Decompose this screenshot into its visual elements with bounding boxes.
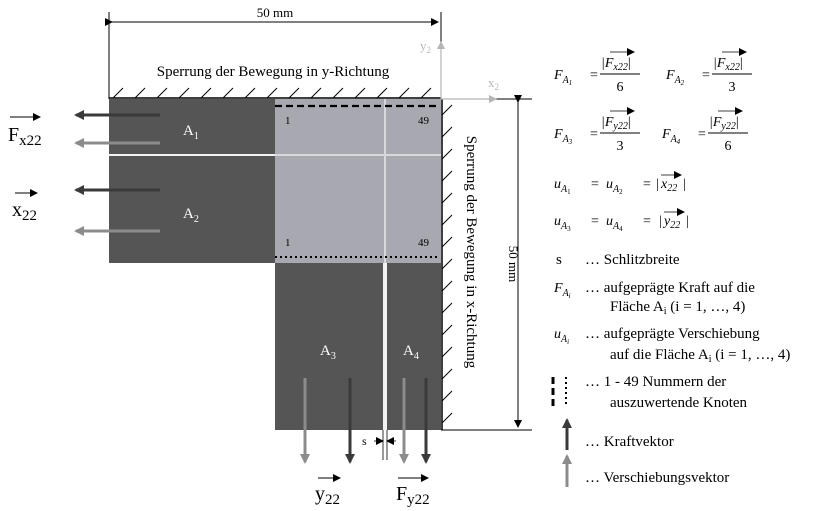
formula-fa2: FA2 = |Fx22| 3 xyxy=(665,48,752,95)
region-a4 xyxy=(387,263,441,430)
svg-text:|: | xyxy=(686,214,689,229)
svg-text:Fx22: Fx22 xyxy=(8,124,42,149)
svg-text:uA3: uA3 xyxy=(554,214,571,233)
region-a2-label: A2 xyxy=(183,206,199,225)
legend-nodes-marker xyxy=(551,377,567,406)
region-a4-label: A4 xyxy=(403,343,419,362)
region-light-top xyxy=(275,99,441,154)
svg-text:=: = xyxy=(698,127,706,142)
svg-text:uA2: uA2 xyxy=(606,177,623,196)
dimension-top xyxy=(105,12,442,99)
legend-fai-symbol: FAi xyxy=(553,281,571,300)
legend: FA1 = |Fx22| 6 FA2 = |Fx22| 3 FA3 = |Fy2… xyxy=(551,48,790,487)
svg-text:uA4: uA4 xyxy=(606,214,623,233)
structure xyxy=(109,99,441,430)
svg-text:|: | xyxy=(659,214,662,229)
dimension-top-label: 50 mm xyxy=(257,5,293,20)
formula-u-x: uA1 = uA2 = | x22 | xyxy=(554,171,686,196)
svg-text:x22: x22 xyxy=(660,177,677,194)
svg-text:=: = xyxy=(590,68,598,83)
node-bottom-right: 49 xyxy=(418,237,430,249)
formula-fa1: FA1 = |Fx22| 6 xyxy=(553,48,640,95)
svg-text:|Fx22|: |Fx22| xyxy=(713,56,743,73)
support-right-label: Sperrung der Bewegung in x-Richtung xyxy=(463,136,479,369)
axis-y2-label: y2 xyxy=(420,38,431,55)
svg-text:|: | xyxy=(683,177,686,192)
formula-fa4: FA4 = |Fy22| 6 xyxy=(661,107,748,154)
legend-fai-text-1: … aufgeprägte Kraft auf die xyxy=(585,280,755,296)
region-a3 xyxy=(275,263,383,430)
node-top-left: 1 xyxy=(285,115,291,127)
region-a1 xyxy=(109,99,275,154)
svg-text:FA3: FA3 xyxy=(553,127,573,146)
svg-text:=: = xyxy=(591,214,599,229)
legend-uai-text-1: … aufgeprägte Verschiebung xyxy=(585,326,760,342)
legend-nodes-text-2: auszuwertende Knoten xyxy=(610,395,748,411)
svg-text:x22: x22 xyxy=(12,199,37,224)
svg-text:y22: y22 xyxy=(315,483,340,508)
svg-text:FA2: FA2 xyxy=(665,68,685,87)
arrows-bottom xyxy=(300,378,431,464)
legend-s-symbol: s xyxy=(556,252,562,268)
node-bottom-left: 1 xyxy=(285,237,291,249)
slit-label: s xyxy=(362,434,367,448)
legend-nodes-text-1: … 1 - 49 Nummern der xyxy=(585,374,726,390)
svg-text:6: 6 xyxy=(617,80,624,95)
label-fy22: Fy22 xyxy=(396,474,430,508)
axis-x2-label: x2 xyxy=(488,75,499,92)
node-top-right: 49 xyxy=(418,115,430,127)
legend-fai-text-2: Fläche Ai (i = 1, …, 4) xyxy=(610,299,745,317)
svg-text:=: = xyxy=(591,177,599,192)
region-a2 xyxy=(109,156,275,263)
svg-text:|Fy22|: |Fy22| xyxy=(709,115,739,132)
dimension-right-label: 50 mm xyxy=(506,246,521,282)
formula-fa3: FA3 = |Fy22| 3 xyxy=(553,107,640,154)
region-light-mid xyxy=(275,156,441,263)
svg-text:=: = xyxy=(643,214,651,229)
support-top-label: Sperrung der Bewegung in y-Richtung xyxy=(157,64,390,80)
svg-text:Fy22: Fy22 xyxy=(396,483,430,508)
legend-force-text: … Kraftvektor xyxy=(585,434,674,450)
svg-text:uA1: uA1 xyxy=(554,177,571,196)
support-top xyxy=(109,87,441,99)
support-right xyxy=(441,99,453,430)
arrows-left xyxy=(74,110,160,236)
region-a3-label: A3 xyxy=(320,343,336,362)
support-top-hatches xyxy=(112,87,432,99)
formula-u-y: uA3 = uA4 = | y22 | xyxy=(554,208,689,233)
svg-text:FA1: FA1 xyxy=(553,68,572,87)
slit-vertical-bottom xyxy=(383,263,387,430)
slit-horizontal-left xyxy=(109,154,275,156)
slit-width-mark xyxy=(374,430,396,460)
svg-text:3: 3 xyxy=(617,139,624,154)
label-y22: y22 xyxy=(315,474,341,508)
svg-text:|: | xyxy=(656,177,659,192)
svg-text:=: = xyxy=(702,68,710,83)
legend-uai-symbol: uAi xyxy=(554,327,569,346)
support-right-hatches xyxy=(441,104,453,424)
label-fx22: Fx22 xyxy=(8,113,42,149)
legend-uai-text-2: auf die Fläche Ai (i = 1, …, 4) xyxy=(610,347,790,365)
svg-text:6: 6 xyxy=(725,139,732,154)
svg-text:=: = xyxy=(590,127,598,142)
label-x22: x22 xyxy=(12,189,38,224)
svg-text:|Fy22|: |Fy22| xyxy=(601,115,631,132)
svg-text:3: 3 xyxy=(729,80,736,95)
legend-s-text: … Schlitzbreite xyxy=(585,252,680,268)
svg-text:y22: y22 xyxy=(662,214,680,231)
legend-disp-text: … Verschiebungsvektor xyxy=(585,470,729,486)
svg-text:|Fx22|: |Fx22| xyxy=(601,56,631,73)
region-a1-label: A1 xyxy=(183,123,199,142)
svg-text:FA4: FA4 xyxy=(661,127,681,146)
svg-text:=: = xyxy=(643,177,651,192)
